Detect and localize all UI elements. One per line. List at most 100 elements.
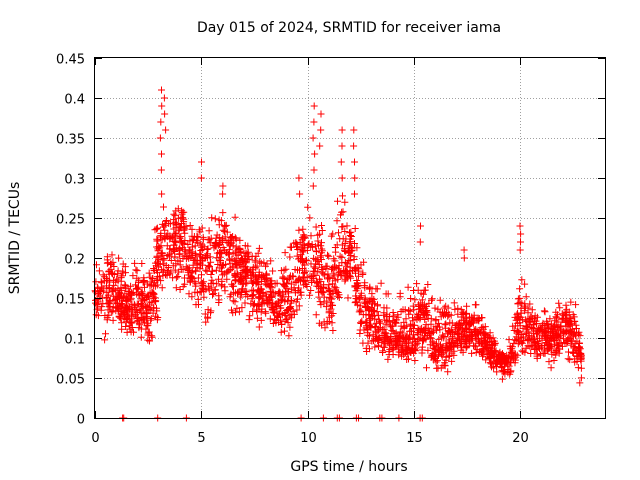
data-point bbox=[561, 339, 569, 346]
data-point bbox=[191, 242, 199, 250]
data-point bbox=[495, 352, 503, 360]
data-point bbox=[329, 264, 337, 271]
spike-point bbox=[516, 222, 524, 230]
data-point bbox=[401, 334, 409, 342]
data-point bbox=[553, 332, 561, 340]
data-point bbox=[568, 319, 576, 327]
data-point bbox=[216, 241, 224, 248]
data-point bbox=[380, 325, 388, 333]
data-point bbox=[342, 235, 350, 243]
data-point bbox=[433, 364, 441, 372]
data-point bbox=[470, 326, 478, 334]
data-point bbox=[266, 288, 274, 296]
data-point bbox=[164, 233, 172, 241]
data-point bbox=[200, 243, 208, 251]
data-point bbox=[526, 336, 534, 344]
data-point bbox=[207, 309, 214, 317]
data-point bbox=[211, 215, 219, 223]
data-point bbox=[238, 304, 246, 312]
data-point bbox=[472, 331, 480, 338]
data-point bbox=[373, 319, 381, 327]
data-point bbox=[158, 284, 166, 292]
data-point bbox=[284, 319, 292, 327]
data-point bbox=[410, 331, 417, 339]
data-point bbox=[177, 224, 185, 231]
data-point bbox=[417, 299, 425, 307]
data-point bbox=[507, 352, 515, 360]
data-point bbox=[257, 308, 265, 316]
data-point bbox=[229, 262, 237, 270]
data-point bbox=[396, 289, 404, 297]
data-point bbox=[310, 254, 318, 262]
data-point bbox=[427, 315, 435, 323]
data-point bbox=[182, 263, 190, 271]
data-point bbox=[237, 257, 245, 265]
data-point bbox=[482, 344, 490, 352]
data-point bbox=[362, 324, 370, 332]
data-point bbox=[489, 350, 496, 358]
data-point bbox=[226, 293, 234, 301]
data-point bbox=[231, 298, 239, 306]
data-point bbox=[463, 302, 471, 310]
data-point bbox=[444, 312, 452, 320]
data-point bbox=[303, 257, 311, 265]
data-point bbox=[541, 322, 549, 330]
data-point bbox=[544, 347, 552, 355]
data-point bbox=[145, 328, 153, 336]
data-point bbox=[510, 327, 518, 334]
data-point bbox=[413, 280, 421, 288]
data-point bbox=[565, 330, 573, 338]
data-point bbox=[262, 262, 269, 270]
data-point bbox=[162, 262, 170, 269]
data-point bbox=[574, 364, 582, 372]
data-point bbox=[282, 265, 290, 273]
data-point bbox=[94, 312, 102, 320]
data-point bbox=[211, 240, 219, 248]
data-point bbox=[287, 299, 295, 307]
data-point bbox=[214, 261, 222, 268]
data-point bbox=[529, 325, 537, 332]
data-point bbox=[522, 293, 530, 301]
data-point bbox=[281, 249, 289, 257]
data-point bbox=[118, 325, 126, 333]
data-point bbox=[512, 333, 520, 341]
data-point bbox=[205, 236, 213, 244]
data-point bbox=[170, 238, 178, 246]
data-point bbox=[252, 280, 260, 288]
data-point bbox=[385, 317, 393, 325]
data-point bbox=[286, 272, 294, 280]
data-point bbox=[106, 278, 114, 286]
data-point bbox=[334, 292, 342, 300]
data-point bbox=[201, 254, 209, 262]
data-point bbox=[434, 323, 442, 331]
data-point bbox=[527, 350, 535, 357]
y-tick-label: 0 bbox=[77, 413, 85, 428]
data-point bbox=[205, 227, 213, 235]
spike-point bbox=[158, 86, 165, 94]
data-point bbox=[228, 234, 235, 242]
data-point bbox=[200, 293, 208, 301]
data-point bbox=[263, 293, 271, 301]
data-point bbox=[442, 353, 450, 361]
spike-point bbox=[416, 238, 424, 246]
spike-point bbox=[310, 118, 318, 126]
data-point bbox=[279, 289, 287, 297]
spike-point bbox=[219, 182, 227, 190]
data-point bbox=[299, 225, 307, 233]
data-point bbox=[518, 339, 526, 347]
data-point bbox=[292, 239, 300, 247]
data-point bbox=[537, 351, 544, 359]
data-point bbox=[567, 341, 575, 349]
data-point bbox=[125, 302, 133, 310]
data-point bbox=[376, 318, 383, 326]
data-point bbox=[564, 355, 572, 363]
data-point bbox=[204, 262, 212, 270]
data-point bbox=[338, 208, 346, 216]
data-point bbox=[357, 320, 365, 327]
data-point bbox=[150, 266, 158, 274]
data-point bbox=[368, 290, 376, 298]
data-point bbox=[181, 229, 189, 237]
data-point bbox=[450, 299, 458, 307]
data-point bbox=[535, 328, 543, 336]
data-point bbox=[359, 269, 367, 277]
